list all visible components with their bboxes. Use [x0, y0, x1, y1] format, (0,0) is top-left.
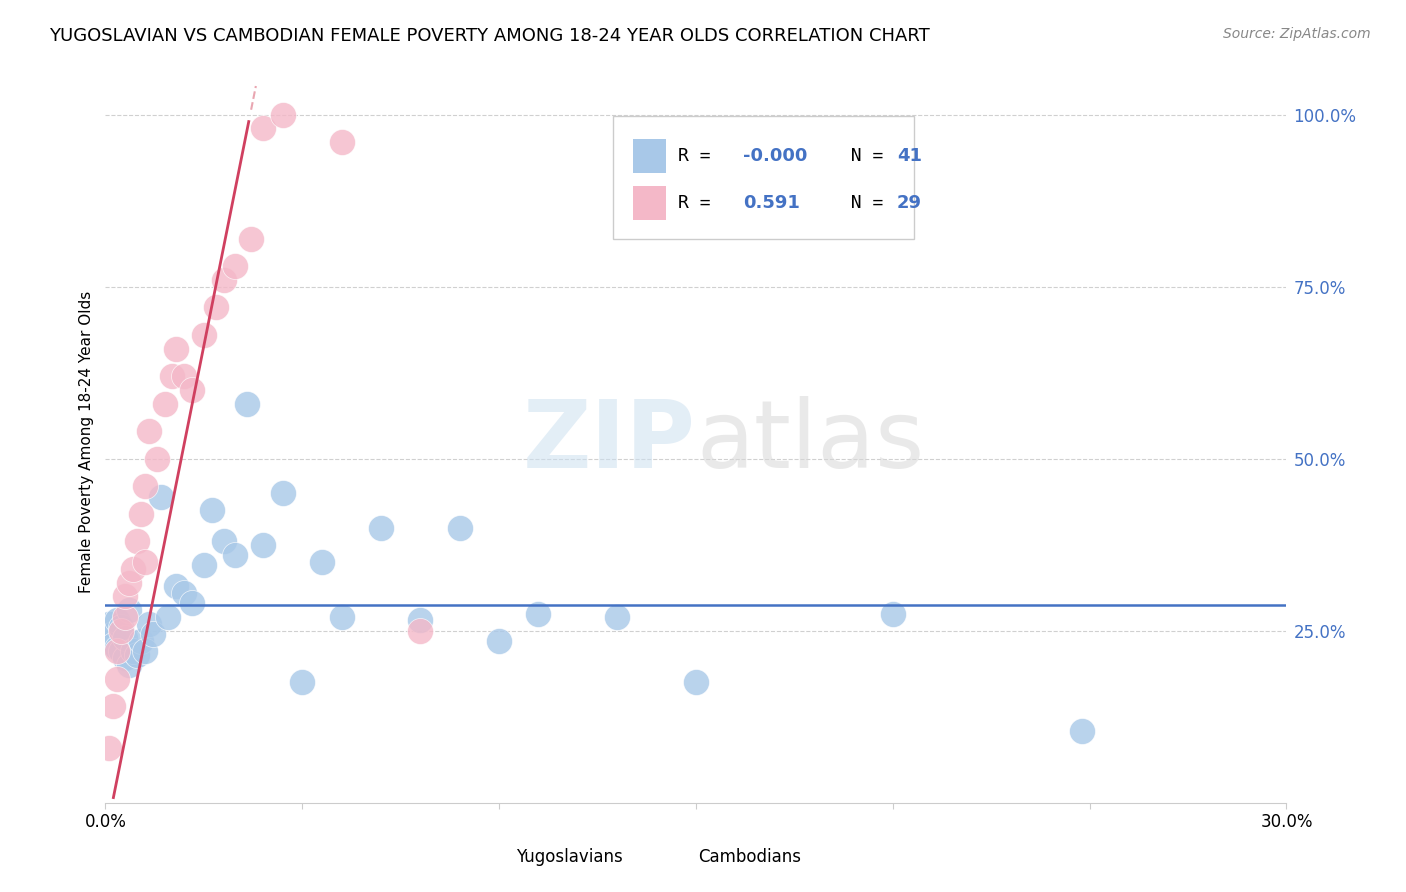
- Point: [122, 644, 145, 658]
- Point: [224, 259, 246, 273]
- Point: [527, 607, 550, 621]
- Point: [103, 638, 125, 652]
- Point: [181, 596, 204, 610]
- Point: [122, 562, 145, 576]
- FancyBboxPatch shape: [661, 847, 693, 875]
- Text: Yugoslavians: Yugoslavians: [516, 848, 623, 866]
- FancyBboxPatch shape: [633, 139, 666, 173]
- Point: [153, 397, 176, 411]
- Text: ZIP: ZIP: [523, 395, 696, 488]
- Text: Cambodians: Cambodians: [699, 848, 801, 866]
- Point: [105, 644, 128, 658]
- Point: [291, 675, 314, 690]
- Point: [134, 479, 156, 493]
- Point: [103, 627, 125, 641]
- Point: [125, 648, 148, 662]
- Point: [449, 520, 471, 534]
- Point: [181, 383, 204, 397]
- FancyBboxPatch shape: [478, 847, 510, 875]
- Point: [201, 503, 224, 517]
- Point: [114, 631, 136, 645]
- Text: R =: R =: [678, 194, 721, 212]
- Text: 41: 41: [897, 147, 922, 165]
- Point: [145, 451, 167, 466]
- Text: 29: 29: [897, 194, 922, 212]
- Point: [173, 369, 195, 384]
- FancyBboxPatch shape: [633, 186, 666, 220]
- Point: [118, 603, 141, 617]
- Point: [409, 624, 432, 638]
- Point: [129, 507, 152, 521]
- Point: [165, 579, 187, 593]
- Point: [114, 590, 136, 604]
- Point: [240, 231, 263, 245]
- Point: [105, 614, 128, 628]
- Text: YUGOSLAVIAN VS CAMBODIAN FEMALE POVERTY AMONG 18-24 YEAR OLDS CORRELATION CHART: YUGOSLAVIAN VS CAMBODIAN FEMALE POVERTY …: [49, 27, 929, 45]
- Point: [606, 610, 628, 624]
- Point: [271, 486, 294, 500]
- Point: [193, 558, 215, 573]
- Point: [125, 534, 148, 549]
- Point: [114, 610, 136, 624]
- Point: [252, 121, 274, 136]
- Point: [165, 342, 187, 356]
- Point: [114, 651, 136, 665]
- Point: [236, 397, 259, 411]
- Y-axis label: Female Poverty Among 18-24 Year Olds: Female Poverty Among 18-24 Year Olds: [79, 291, 94, 592]
- Point: [212, 273, 235, 287]
- Point: [134, 555, 156, 569]
- Point: [1070, 723, 1092, 738]
- Point: [488, 634, 510, 648]
- Point: [98, 740, 121, 755]
- Text: atlas: atlas: [696, 395, 924, 488]
- Point: [110, 620, 132, 634]
- Point: [118, 575, 141, 590]
- Text: N =: N =: [830, 194, 894, 212]
- FancyBboxPatch shape: [613, 117, 914, 239]
- Point: [271, 108, 294, 122]
- Point: [157, 610, 180, 624]
- Point: [224, 548, 246, 562]
- Point: [173, 586, 195, 600]
- Point: [685, 675, 707, 690]
- Point: [252, 538, 274, 552]
- Point: [204, 301, 226, 315]
- Point: [129, 634, 152, 648]
- Point: [370, 520, 392, 534]
- Point: [193, 327, 215, 342]
- Point: [105, 672, 128, 686]
- Point: [138, 424, 160, 438]
- Point: [212, 534, 235, 549]
- Point: [110, 624, 132, 638]
- Point: [149, 490, 172, 504]
- Text: N =: N =: [830, 147, 894, 165]
- Point: [110, 644, 132, 658]
- Text: -0.000: -0.000: [744, 147, 807, 165]
- Text: Source: ZipAtlas.com: Source: ZipAtlas.com: [1223, 27, 1371, 41]
- Point: [103, 699, 125, 714]
- Point: [138, 616, 160, 631]
- Point: [162, 369, 184, 384]
- Point: [98, 616, 121, 631]
- Point: [142, 627, 165, 641]
- Point: [882, 607, 904, 621]
- Point: [118, 658, 141, 673]
- Point: [330, 610, 353, 624]
- Point: [311, 555, 333, 569]
- Text: 0.591: 0.591: [744, 194, 800, 212]
- Point: [409, 614, 432, 628]
- Text: R =: R =: [678, 147, 721, 165]
- Point: [330, 135, 353, 149]
- Point: [105, 640, 128, 655]
- Point: [134, 644, 156, 658]
